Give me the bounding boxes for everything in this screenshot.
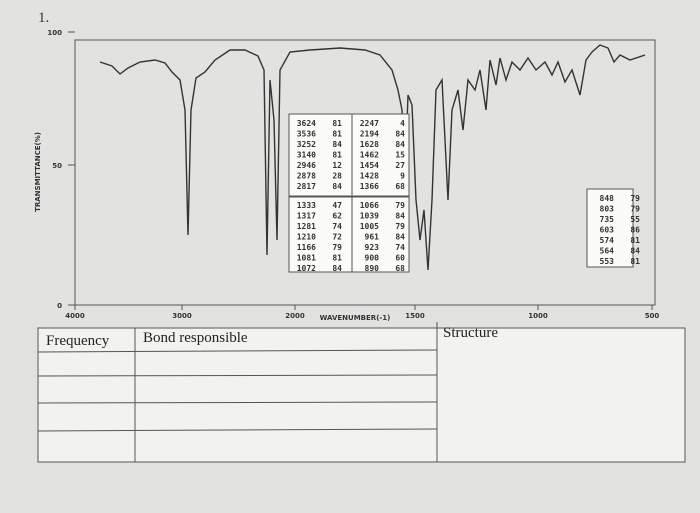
peak-frequency: 1317 (297, 212, 316, 221)
peak-transmittance: 47 (332, 201, 342, 210)
peak-transmittance: 79 (332, 243, 342, 252)
peak-frequency: 2247 (360, 119, 379, 128)
peak-transmittance: 81 (630, 236, 640, 245)
peak-frequency: 574 (600, 236, 615, 245)
y-tick-label: 50 (52, 162, 62, 170)
peak-transmittance: 84 (395, 212, 405, 221)
peak-frequency: 3624 (297, 119, 316, 128)
peak-transmittance: 79 (395, 201, 405, 210)
peak-transmittance: 68 (395, 264, 405, 273)
x-tick-label: 1500 (405, 312, 425, 320)
y-tick-label: 0 (57, 302, 62, 310)
peak-transmittance: 84 (395, 140, 405, 149)
peak-transmittance: 79 (630, 194, 640, 203)
peak-transmittance: 68 (395, 182, 405, 191)
peak-transmittance: 84 (332, 140, 342, 149)
peak-transmittance: 55 (630, 215, 640, 224)
peak-transmittance: 12 (332, 161, 342, 170)
peak-transmittance: 86 (630, 226, 640, 235)
answer-table (37, 322, 686, 463)
peak-frequency: 803 (600, 205, 615, 214)
peak-transmittance: 84 (630, 247, 640, 256)
peak-frequency: 2878 (297, 172, 316, 181)
peak-transmittance: 84 (332, 182, 342, 191)
peak-frequency: 1333 (297, 201, 316, 210)
peak-transmittance: 72 (332, 233, 342, 242)
row-divider (37, 401, 438, 404)
peak-frequency: 1066 (360, 201, 379, 210)
peak-frequency: 3140 (297, 151, 316, 160)
peak-table-box (288, 113, 410, 197)
x-tick-label: 1000 (528, 312, 548, 320)
table-header: Bond responsible (143, 330, 248, 346)
peak-frequency: 890 (365, 264, 380, 273)
peak-table-box (586, 188, 634, 268)
peak-transmittance: 62 (332, 212, 342, 221)
peak-frequency: 961 (365, 233, 380, 242)
peak-frequency: 1005 (360, 222, 379, 231)
x-axis-title: WAVENUMBER(-1) (320, 314, 391, 322)
row-divider (37, 428, 438, 432)
peak-transmittance: 84 (395, 233, 405, 242)
peak-transmittance: 27 (395, 161, 405, 170)
peak-frequency: 1366 (360, 182, 379, 191)
table-header: Frequency (46, 333, 110, 349)
peak-transmittance: 81 (630, 257, 640, 266)
peak-transmittance: 84 (395, 130, 405, 139)
table-header: Structure (443, 325, 498, 341)
peak-frequency: 3252 (297, 140, 316, 149)
peak-frequency: 1454 (360, 161, 379, 170)
peak-frequency: 603 (600, 226, 615, 235)
peak-frequency: 2946 (297, 161, 316, 170)
peak-frequency: 1166 (297, 243, 316, 252)
peak-frequency: 1081 (297, 254, 316, 263)
peak-frequency: 564 (600, 247, 615, 256)
y-axis-title: TRANSMITTANCE(%) (34, 132, 42, 212)
peak-transmittance: 81 (332, 151, 342, 160)
peak-frequency: 923 (365, 243, 380, 252)
peak-transmittance: 84 (332, 264, 342, 273)
peak-table-box (288, 196, 410, 273)
peak-frequency: 1039 (360, 212, 379, 221)
peak-frequency: 2194 (360, 130, 379, 139)
x-tick-label: 4000 (65, 312, 85, 320)
peak-frequency: 1281 (297, 222, 316, 231)
peak-tables: 3624 81 3536 81 3252 84 3140 81 2946 12 2878 28 2817… (288, 113, 640, 273)
peak-transmittance: 81 (332, 254, 342, 263)
peak-frequency: 1628 (360, 140, 379, 149)
peak-transmittance: 79 (395, 222, 405, 231)
peak-frequency: 1072 (297, 264, 316, 273)
x-tick-label: 2000 (285, 312, 305, 320)
peak-transmittance: 81 (332, 119, 342, 128)
y-tick-label: 100 (47, 29, 62, 37)
peak-frequency: 735 (600, 215, 615, 224)
peak-transmittance: 81 (332, 130, 342, 139)
peak-transmittance: 74 (395, 243, 405, 252)
peak-frequency: 2817 (297, 182, 316, 191)
question-number: 1. (38, 10, 49, 26)
peak-transmittance: 9 (400, 172, 405, 181)
peak-transmittance: 74 (332, 222, 342, 231)
row-divider (37, 349, 438, 353)
peak-transmittance: 28 (332, 172, 342, 181)
peak-transmittance: 4 (400, 119, 405, 128)
peak-frequency: 900 (365, 254, 380, 263)
peak-frequency: 1428 (360, 172, 379, 181)
peak-transmittance: 79 (630, 205, 640, 214)
peak-frequency: 3536 (297, 130, 316, 139)
x-tick-label: 500 (645, 312, 660, 320)
peak-frequency: 1462 (360, 151, 379, 160)
x-tick-label: 3000 (172, 312, 192, 320)
row-divider (37, 374, 438, 377)
spectrum-frame (74, 39, 656, 306)
peak-transmittance: 60 (395, 254, 405, 263)
peak-frequency: 848 (600, 194, 615, 203)
peak-frequency: 553 (600, 257, 615, 266)
spectrum-curve (99, 44, 646, 271)
peak-transmittance: 15 (395, 151, 405, 160)
peak-frequency: 1210 (297, 233, 316, 242)
